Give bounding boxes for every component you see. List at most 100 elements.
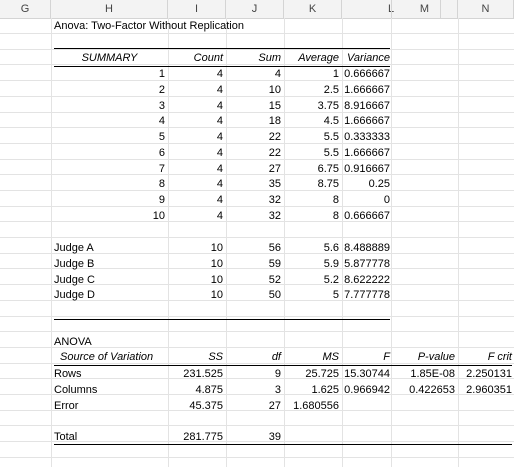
- anova-cell-ms[interactable]: 1.680556: [293, 400, 339, 412]
- summary-cell-average[interactable]: 8: [332, 210, 339, 222]
- summary-cell-label[interactable]: 6: [158, 147, 165, 159]
- column-header-n[interactable]: N: [458, 0, 514, 18]
- summary-cell-sum[interactable]: 15: [268, 100, 281, 112]
- summary-cell-variance[interactable]: 0.916667: [344, 163, 390, 175]
- summary-cell-count[interactable]: 4: [216, 115, 223, 127]
- summary-cell-count[interactable]: 4: [216, 178, 223, 190]
- summary-cell-average[interactable]: 2.5: [323, 84, 339, 96]
- judge-cell-sum[interactable]: 56: [268, 242, 281, 254]
- anova-cell-df[interactable]: 3: [274, 384, 281, 396]
- summary-cell-count[interactable]: 4: [216, 100, 223, 112]
- anova-cell-df[interactable]: 9: [274, 368, 281, 380]
- anova-source-label[interactable]: Columns: [54, 384, 98, 396]
- summary-cell-sum[interactable]: 27: [268, 163, 281, 175]
- summary-cell-sum[interactable]: 4: [274, 68, 281, 80]
- anova-cell-ms[interactable]: 1.625: [311, 384, 339, 396]
- anova-cell-f[interactable]: 15.30744: [344, 368, 390, 380]
- judge-cell-count[interactable]: 10: [210, 258, 223, 270]
- judge-cell-variance[interactable]: 8.488889: [344, 242, 390, 254]
- ms-header[interactable]: MS: [322, 351, 340, 363]
- summary-cell-variance[interactable]: 0.25: [368, 178, 390, 190]
- count-header[interactable]: Count: [193, 52, 223, 64]
- summary-header[interactable]: SUMMARY: [81, 52, 138, 64]
- judge-cell-average[interactable]: 5.6: [323, 242, 339, 254]
- summary-cell-sum[interactable]: 35: [268, 178, 281, 190]
- summary-cell-label[interactable]: 5: [158, 131, 165, 143]
- anova-label[interactable]: ANOVA: [54, 336, 92, 348]
- judge-label[interactable]: Judge B: [54, 258, 95, 270]
- summary-cell-variance[interactable]: 0.666667: [344, 210, 390, 222]
- anova-cell-f-crit[interactable]: 2.960351: [466, 384, 512, 396]
- anova-source-label[interactable]: Error: [54, 400, 79, 412]
- column-header-k[interactable]: K: [284, 0, 342, 18]
- summary-cell-count[interactable]: 4: [216, 84, 223, 96]
- anova-source-label[interactable]: Total: [54, 431, 78, 443]
- anova-cell-df[interactable]: 39: [268, 431, 281, 443]
- summary-cell-sum[interactable]: 32: [268, 210, 281, 222]
- summary-cell-sum[interactable]: 22: [268, 131, 281, 143]
- column-header-j[interactable]: J: [226, 0, 284, 18]
- judge-cell-variance[interactable]: 8.622222: [344, 274, 390, 286]
- judge-cell-count[interactable]: 10: [210, 242, 223, 254]
- summary-cell-variance[interactable]: 0: [383, 194, 390, 206]
- anova-cell-ms[interactable]: 25.725: [305, 368, 339, 380]
- judge-label[interactable]: Judge C: [54, 274, 95, 286]
- judge-cell-count[interactable]: 10: [210, 289, 223, 301]
- variance-header[interactable]: Variance: [346, 52, 390, 64]
- judge-cell-variance[interactable]: 5.877778: [344, 258, 390, 270]
- judge-cell-sum[interactable]: 52: [268, 274, 281, 286]
- anova-cell-df[interactable]: 27: [268, 400, 281, 412]
- p-value-header[interactable]: P-value: [417, 351, 455, 363]
- summary-cell-sum[interactable]: 18: [268, 115, 281, 127]
- summary-cell-sum[interactable]: 32: [268, 194, 281, 206]
- summary-cell-average[interactable]: 8.75: [317, 178, 339, 190]
- summary-cell-count[interactable]: 4: [216, 163, 223, 175]
- summary-cell-label[interactable]: 3: [158, 100, 165, 112]
- judge-cell-sum[interactable]: 50: [268, 289, 281, 301]
- summary-cell-label[interactable]: 4: [158, 115, 165, 127]
- f-header[interactable]: F: [383, 351, 390, 363]
- anova-cell-ss[interactable]: 281.775: [183, 431, 223, 443]
- column-header-g[interactable]: G: [0, 0, 51, 18]
- judge-cell-average[interactable]: 5.2: [323, 274, 339, 286]
- summary-cell-label[interactable]: 2: [158, 84, 165, 96]
- summary-cell-average[interactable]: 5.5: [323, 131, 339, 143]
- judge-cell-average[interactable]: 5.9: [323, 258, 339, 270]
- summary-cell-variance[interactable]: 0.666667: [344, 68, 390, 80]
- judge-cell-sum[interactable]: 59: [268, 258, 281, 270]
- judge-cell-average[interactable]: 5: [332, 289, 339, 301]
- summary-cell-average[interactable]: 6.75: [317, 163, 339, 175]
- summary-cell-label[interactable]: 10: [152, 210, 165, 222]
- summary-cell-label[interactable]: 8: [158, 178, 165, 190]
- summary-cell-average[interactable]: 8: [332, 194, 339, 206]
- summary-cell-count[interactable]: 4: [216, 194, 223, 206]
- summary-cell-variance[interactable]: 0.333333: [344, 131, 390, 143]
- average-header[interactable]: Average: [298, 52, 339, 64]
- anova-cell-ss[interactable]: 231.525: [183, 368, 223, 380]
- summary-cell-sum[interactable]: 22: [268, 147, 281, 159]
- ss-header[interactable]: SS: [208, 351, 223, 363]
- summary-cell-sum[interactable]: 10: [268, 84, 281, 96]
- column-header-h[interactable]: H: [51, 0, 168, 18]
- f-crit-header[interactable]: F crit: [487, 351, 512, 363]
- summary-cell-variance[interactable]: 1.666667: [344, 147, 390, 159]
- anova-cell-ss[interactable]: 45.375: [189, 400, 223, 412]
- source-of-variation-header[interactable]: Source of Variation: [60, 351, 154, 363]
- column-header-m[interactable]: M: [391, 0, 458, 18]
- summary-cell-count[interactable]: 4: [216, 147, 223, 159]
- summary-cell-label[interactable]: 9: [158, 194, 165, 206]
- judge-label[interactable]: Judge A: [54, 242, 94, 254]
- summary-cell-average[interactable]: 3.75: [317, 100, 339, 112]
- anova-cell-p-value[interactable]: 1.85E-08: [410, 368, 455, 380]
- analysis-title[interactable]: Anova: Two-Factor Without Replication: [54, 20, 244, 32]
- judge-label[interactable]: Judge D: [54, 289, 95, 301]
- anova-cell-p-value[interactable]: 0.422653: [409, 384, 455, 396]
- anova-cell-f-crit[interactable]: 2.250131: [466, 368, 512, 380]
- df-header[interactable]: df: [271, 351, 281, 363]
- summary-cell-average[interactable]: 1: [332, 68, 339, 80]
- summary-cell-label[interactable]: 7: [158, 163, 165, 175]
- summary-cell-count[interactable]: 4: [216, 210, 223, 222]
- summary-cell-label[interactable]: 1: [158, 68, 165, 80]
- anova-cell-ss[interactable]: 4.875: [195, 384, 223, 396]
- anova-cell-f[interactable]: 0.966942: [344, 384, 390, 396]
